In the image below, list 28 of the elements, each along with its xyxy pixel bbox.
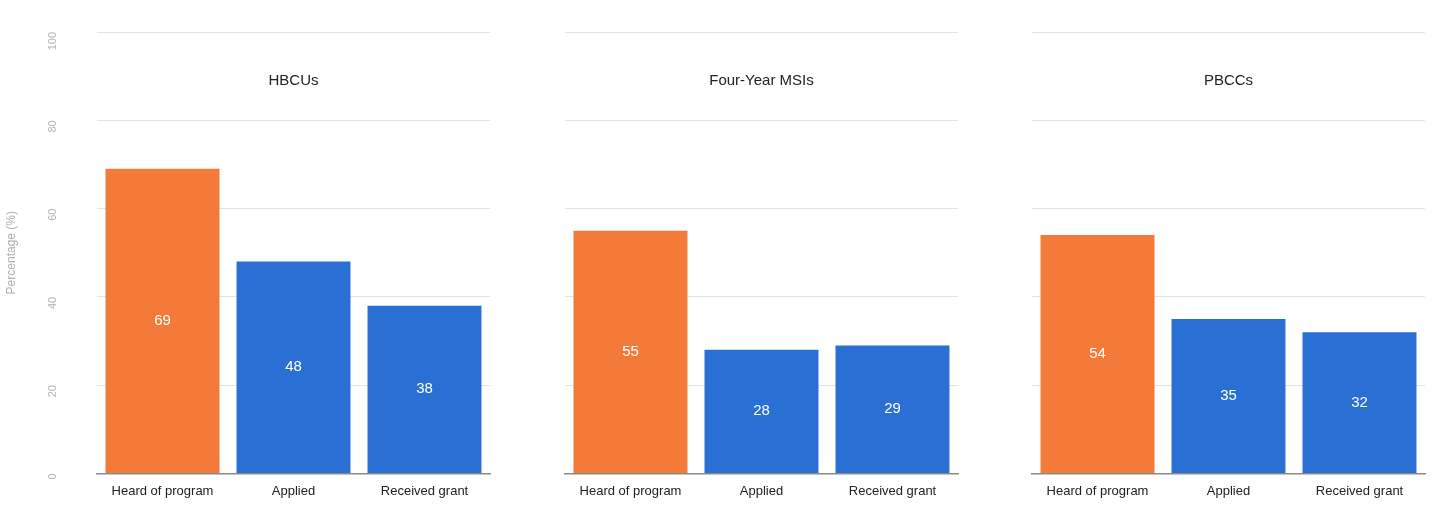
data-label: 28	[753, 401, 770, 419]
y-axis-title: Percentage (%)	[3, 211, 18, 295]
y-tick-label: 100	[46, 32, 59, 51]
text: Four-Year MSIs	[709, 70, 814, 88]
x-tick-label: Heard of program	[579, 482, 682, 498]
data-label: 54	[1089, 344, 1106, 362]
x-tick-label: Applied	[739, 482, 784, 498]
data-label: 35	[1220, 386, 1237, 404]
data-label: 48	[285, 357, 302, 375]
data-label: 69	[154, 311, 171, 329]
x-tick-label: Received grant	[1315, 482, 1404, 498]
y-tick-label: 20	[46, 385, 59, 398]
y-tick-label: 40	[46, 296, 59, 310]
data-label: 55	[622, 341, 639, 359]
x-tick-label: Applied	[271, 482, 316, 498]
data-label: 38	[416, 379, 433, 397]
x-tick-label: Applied	[1206, 482, 1251, 498]
x-tick-label: Heard of program	[1046, 482, 1149, 498]
x-tick-label: Heard of program	[111, 482, 214, 498]
data-label: 32	[1351, 392, 1368, 410]
text: PBCCs	[1203, 70, 1254, 88]
x-tick-label: Received grant	[848, 482, 937, 498]
y-tick-label: 80	[46, 120, 59, 133]
y-tick-label: 0	[46, 473, 59, 480]
data-label: 29	[884, 399, 901, 417]
text: HBCUs	[268, 70, 319, 88]
y-tick-label: 60	[46, 208, 59, 221]
x-tick-label: Received grant	[380, 482, 469, 498]
